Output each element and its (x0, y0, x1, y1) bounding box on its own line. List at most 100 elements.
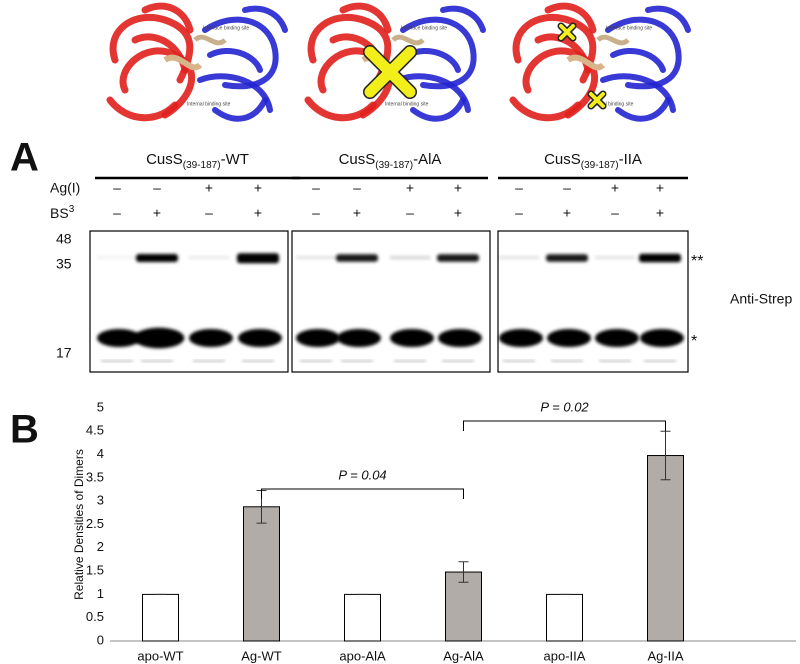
faint-band (551, 360, 583, 362)
gel-title-subscript: (39-187) (183, 160, 221, 171)
gel-title: CusS(39-187)-WT (146, 151, 249, 171)
mutation-x (559, 24, 575, 40)
y-tick-label: 5 (97, 399, 104, 414)
dimer-band (437, 254, 479, 262)
faint-band (644, 360, 676, 362)
antibody-label: Anti-Strep (730, 291, 792, 307)
ag-sign: + (454, 180, 462, 196)
bs3-sign: + (254, 205, 262, 221)
faint-band (599, 360, 631, 362)
structure-label: Internal binding site (590, 101, 634, 107)
dimer-band (136, 254, 178, 262)
gel-title-name: CusS (146, 151, 183, 168)
y-axis-title: Relative Densities of Dimers (72, 449, 86, 600)
ag-sign: + (611, 180, 619, 196)
tan-helix (193, 34, 227, 46)
monomer-band (337, 329, 381, 347)
ag-sign: + (254, 180, 262, 196)
red-ribbon (106, 96, 179, 122)
monomer-band (133, 327, 185, 349)
x-tick-label: apo-IIA (544, 648, 586, 663)
dimer-band (498, 255, 540, 260)
monomer-band (640, 329, 684, 347)
faint-band (141, 360, 173, 362)
bar (546, 593, 583, 642)
bs3-row-label: BS3 (50, 204, 75, 221)
bs3-sign: + (353, 205, 361, 221)
ag-row-label: Ag(I) (50, 180, 80, 196)
bar (445, 571, 482, 642)
gel-title: CusS(39-187)-AlA (339, 151, 442, 171)
x-tick-label: apo-WT (137, 648, 183, 663)
ag-sign: – (563, 180, 571, 196)
bs3-sign: – (611, 205, 619, 221)
bs3-sign: – (113, 205, 121, 221)
red-ribbon (544, 2, 597, 34)
blue-ribbon (645, 5, 691, 33)
y-tick-label: 0 (97, 632, 104, 647)
tan-helix (163, 54, 203, 71)
bs3-sign: – (406, 205, 414, 221)
gel-blot (497, 230, 689, 373)
monomer-label: * (691, 333, 697, 350)
dimer-band (639, 253, 681, 263)
red-ribbon (512, 13, 597, 84)
monomer-band (390, 329, 434, 347)
gel-title-suffix: -AlA (413, 151, 441, 168)
blue-ribbon (440, 5, 486, 33)
y-tick-label: 1 (97, 586, 104, 601)
bs3-sign: – (312, 205, 320, 221)
monomer-band (97, 329, 141, 347)
bar (243, 506, 280, 642)
y-tick-label: 2.5 (86, 516, 104, 531)
panel-b-label: B (10, 408, 39, 452)
marker-label: 48 (56, 231, 72, 247)
red-ribbon (339, 2, 392, 34)
dimer-band (295, 255, 337, 260)
monomer-band (595, 329, 639, 347)
blue-ribbon (615, 97, 671, 122)
red-ribbon (307, 13, 392, 84)
gel-blot (89, 230, 289, 373)
bs3-sign: – (515, 205, 523, 221)
significance-bracket (463, 420, 666, 431)
dimer-band (546, 254, 588, 262)
tan-helix (391, 34, 425, 46)
y-tick-label: 2 (97, 539, 104, 554)
dimer-label: ** (691, 253, 703, 270)
faint-band (394, 360, 426, 362)
bs3-sign: – (205, 205, 213, 221)
x-tick-label: Ag-AlA (443, 648, 484, 663)
monomer-band (547, 329, 591, 347)
tan-helix (596, 34, 630, 46)
marker-label: 35 (56, 256, 72, 272)
dimer-band (389, 255, 431, 260)
dimer-band (237, 253, 279, 264)
bar (344, 593, 381, 642)
y-tick-label: 4.5 (86, 423, 104, 438)
gel-title-name: CusS (339, 151, 376, 168)
red-ribbon (304, 96, 377, 122)
structure-label: Internal binding site (187, 101, 231, 107)
monomer-band (189, 329, 233, 347)
monomer-band (296, 329, 340, 347)
ag-sign: + (406, 180, 414, 196)
ag-sign: + (205, 180, 213, 196)
faint-band (341, 360, 373, 362)
marker-label: 17 (56, 345, 72, 361)
y-tick-label: 1.5 (86, 563, 104, 578)
ag-sign: – (515, 180, 523, 196)
ag-sign: – (312, 180, 320, 196)
y-tick-label: 3.5 (86, 469, 104, 484)
gel-title-suffix: -IIA (619, 151, 642, 168)
faint-band (101, 360, 133, 362)
faint-band (503, 360, 535, 362)
gel-title-subscript: (39-187) (581, 160, 619, 171)
gel-title-suffix: -WT (221, 151, 249, 168)
protein-structure: Interface binding site Internal binding s… (509, 2, 691, 122)
y-tick-label: 3 (97, 493, 104, 508)
red-ribbon (509, 96, 582, 122)
faint-band (242, 360, 274, 362)
blue-ribbon (610, 48, 666, 73)
